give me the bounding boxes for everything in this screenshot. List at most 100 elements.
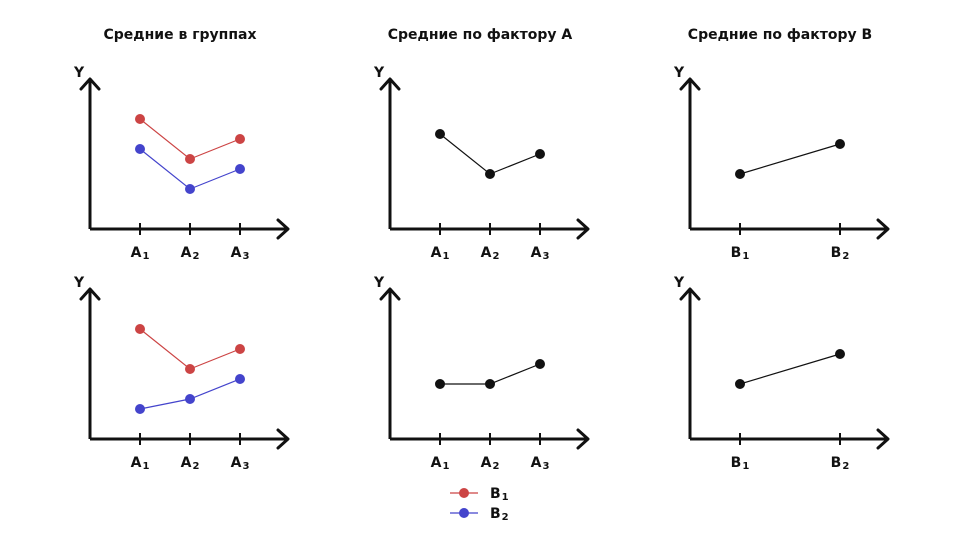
x-tick-label-a2-main: A bbox=[181, 245, 192, 261]
y-axis-arrow bbox=[379, 77, 401, 91]
x-tick-label-a2-main: A bbox=[181, 455, 192, 471]
x-tick-label-a3: A3 bbox=[531, 455, 550, 472]
data-point-b1-3 bbox=[235, 134, 245, 144]
x-tick-label-b2-subscript: 2 bbox=[842, 251, 849, 262]
x-tick-label-a1: A1 bbox=[431, 455, 450, 472]
series-line bbox=[439, 133, 541, 175]
data-point-b1-2 bbox=[185, 364, 195, 374]
data-point-b2-3 bbox=[235, 164, 245, 174]
data-point-1 bbox=[435, 129, 445, 139]
data-point-3 bbox=[535, 359, 545, 369]
x-tick-label-a2-subscript: 2 bbox=[192, 251, 199, 262]
data-point-b2-1 bbox=[135, 144, 145, 154]
y-axis-label: Y bbox=[373, 65, 385, 81]
x-tick-label-a3-main: A bbox=[231, 455, 242, 471]
data-point-2 bbox=[485, 169, 495, 179]
x-tick-label-a1: A1 bbox=[431, 245, 450, 262]
y-axis-arrow bbox=[679, 287, 701, 301]
data-point-b1-1 bbox=[135, 324, 145, 334]
y-axis-label: Y bbox=[673, 65, 685, 81]
legend-item-b1: B1 bbox=[450, 486, 509, 503]
x-tick-label-a2: A2 bbox=[481, 245, 500, 262]
data-point-b1-2 bbox=[185, 154, 195, 164]
x-tick-label-a1-main: A bbox=[431, 455, 442, 471]
y-axis-label: Y bbox=[73, 65, 85, 81]
x-tick-label-a3: A3 bbox=[531, 245, 550, 262]
x-tick-label-b2-main: B bbox=[831, 245, 842, 261]
series-line bbox=[739, 353, 841, 385]
x-tick-label-a1-subscript: 1 bbox=[442, 461, 449, 472]
x-tick-label-b1: B1 bbox=[731, 245, 750, 262]
x-tick-label-b1-subscript: 1 bbox=[742, 251, 749, 262]
column-title-factor-b-means: Средние по фактору B bbox=[688, 27, 872, 43]
data-point-3 bbox=[535, 149, 545, 159]
x-tick-label-b2: B2 bbox=[831, 245, 850, 262]
x-tick-label-a1-subscript: 1 bbox=[442, 251, 449, 262]
x-tick-label-a3-main: A bbox=[531, 455, 542, 471]
x-tick-label-a3-subscript: 3 bbox=[542, 461, 549, 472]
x-tick-label-a2-subscript: 2 bbox=[192, 461, 199, 472]
column-title-factor-a-means: Средние по фактору A bbox=[388, 27, 573, 43]
x-tick-label-b1-subscript: 1 bbox=[742, 461, 749, 472]
x-tick-label-a2: A2 bbox=[181, 455, 200, 472]
x-tick-label-a2-subscript: 2 bbox=[492, 251, 499, 262]
x-tick-label-b1-main: B bbox=[731, 455, 742, 471]
x-axis-arrow bbox=[576, 428, 590, 450]
data-point-b2-2 bbox=[185, 394, 195, 404]
y-axis-label: Y bbox=[73, 275, 85, 291]
series-line-b1 bbox=[139, 118, 241, 160]
x-tick-label-a3-main: A bbox=[531, 245, 542, 261]
x-axis-arrow bbox=[276, 218, 290, 240]
x-tick-label-b1: B1 bbox=[731, 455, 750, 472]
x-axis-arrow bbox=[276, 428, 290, 450]
data-point-2 bbox=[485, 379, 495, 389]
x-tick-label-a3-subscript: 3 bbox=[242, 251, 249, 262]
panel-r2-c1: YA1 A2 A3 bbox=[73, 275, 290, 472]
data-point-b1-3 bbox=[235, 344, 245, 354]
x-tick-label-a3-subscript: 3 bbox=[542, 251, 549, 262]
data-point-1 bbox=[735, 169, 745, 179]
x-tick-label-b2-main: B bbox=[831, 455, 842, 471]
x-tick-label-a2: A2 bbox=[181, 245, 200, 262]
panel-r2-c2: YA1 A2 A3 bbox=[373, 275, 590, 472]
y-axis-arrow bbox=[679, 77, 701, 91]
legend-label-subscript: 2 bbox=[502, 512, 509, 523]
series-line bbox=[739, 143, 841, 175]
x-tick-label-b2-subscript: 2 bbox=[842, 461, 849, 472]
x-tick-label-a1-main: A bbox=[131, 245, 142, 261]
x-tick-label-a3: A3 bbox=[231, 245, 250, 262]
x-tick-label-a3-subscript: 3 bbox=[242, 461, 249, 472]
legend-label-main: B bbox=[490, 486, 501, 502]
x-tick-label-a2: A2 bbox=[481, 455, 500, 472]
panel-r1-c3: YB1 B2 bbox=[673, 65, 890, 262]
legend-item-b2: B2 bbox=[450, 506, 509, 523]
data-point-b2-1 bbox=[135, 404, 145, 414]
x-tick-label-b1-main: B bbox=[731, 245, 742, 261]
data-point-b1-1 bbox=[135, 114, 145, 124]
x-tick-label-a1: A1 bbox=[131, 245, 150, 262]
data-point-b2-3 bbox=[235, 374, 245, 384]
panel-r1-c2: YA1 A2 A3 bbox=[373, 65, 590, 262]
x-tick-label-a1-main: A bbox=[131, 455, 142, 471]
panel-r1-c1: YA1 A2 A3 bbox=[73, 65, 290, 262]
x-tick-label-a1-subscript: 1 bbox=[142, 251, 149, 262]
data-point-2 bbox=[835, 139, 845, 149]
y-axis-arrow bbox=[79, 77, 101, 91]
data-point-1 bbox=[435, 379, 445, 389]
x-tick-label-a2-main: A bbox=[481, 455, 492, 471]
y-axis-label: Y bbox=[673, 275, 685, 291]
legend-label-subscript: 1 bbox=[502, 492, 509, 503]
legend-label-main: B bbox=[490, 506, 501, 522]
x-tick-label-a1-subscript: 1 bbox=[142, 461, 149, 472]
y-axis-label: Y bbox=[373, 275, 385, 291]
data-point-2 bbox=[835, 349, 845, 359]
x-tick-label-a3: A3 bbox=[231, 455, 250, 472]
legend-label: B2 bbox=[490, 506, 509, 523]
legend-label: B1 bbox=[490, 486, 509, 503]
x-axis-arrow bbox=[576, 218, 590, 240]
data-point-b2-2 bbox=[185, 184, 195, 194]
legend-swatch-marker bbox=[459, 508, 469, 518]
